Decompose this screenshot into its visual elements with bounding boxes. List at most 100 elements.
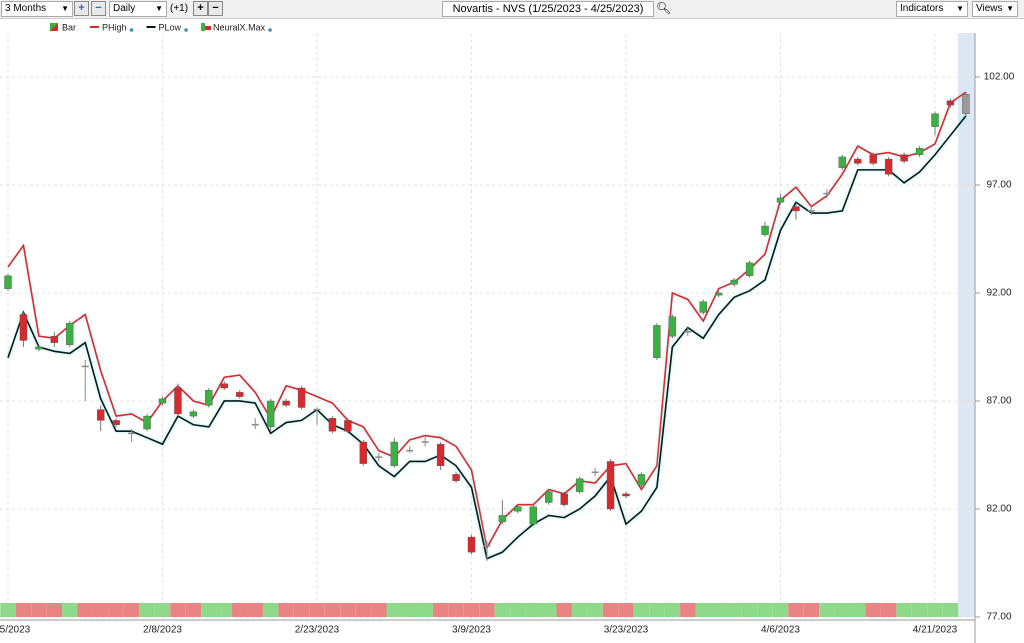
signal-cell bbox=[571, 603, 588, 617]
candle-body bbox=[50, 335, 59, 343]
candle-body bbox=[436, 443, 445, 466]
interval-select[interactable]: Daily ▼ bbox=[109, 1, 167, 17]
signal-cell bbox=[618, 603, 634, 617]
interval-text: Daily bbox=[113, 3, 136, 14]
signal-cell bbox=[262, 603, 279, 617]
offset-plus[interactable]: + bbox=[193, 1, 208, 16]
candle-body bbox=[575, 478, 584, 492]
signal-cell bbox=[123, 603, 140, 617]
signal-cell bbox=[710, 603, 727, 617]
signal-cell bbox=[185, 603, 202, 617]
candle-body bbox=[112, 420, 120, 425]
current-bar-highlight bbox=[958, 33, 975, 617]
candle-body bbox=[606, 461, 615, 510]
signal-cell bbox=[201, 603, 217, 617]
indicators-text: Indicators bbox=[900, 3, 944, 14]
symbol-box[interactable]: Novartis - NVS (1/25/2023 - 4/25/2023) bbox=[442, 1, 654, 17]
signal-cell bbox=[927, 603, 943, 617]
signal-cell bbox=[649, 603, 665, 617]
signal-cell bbox=[170, 603, 186, 617]
offset: (+1) bbox=[170, 3, 189, 14]
candle-body bbox=[761, 225, 769, 235]
signal-cell bbox=[448, 603, 464, 617]
signal-cell bbox=[695, 603, 711, 617]
views-select[interactable]: Views ▼ bbox=[972, 1, 1018, 17]
candle-body bbox=[560, 493, 568, 505]
candle-body bbox=[807, 210, 815, 212]
x-tick-label: 3/23/2023 bbox=[604, 625, 649, 636]
candle-body bbox=[869, 154, 877, 164]
candle-body bbox=[854, 158, 862, 164]
candle-body bbox=[637, 474, 646, 486]
candle-body bbox=[776, 197, 785, 203]
candle-body bbox=[4, 275, 12, 289]
signal-cell bbox=[309, 603, 325, 617]
search-icon[interactable]: 🔍︎ bbox=[656, 1, 672, 15]
signal-cell bbox=[46, 603, 63, 617]
candle-body bbox=[668, 316, 677, 337]
candle-body bbox=[158, 398, 167, 404]
candle-body bbox=[189, 411, 198, 417]
x-tick-label: 2/23/2023 bbox=[295, 625, 340, 636]
candle-body bbox=[823, 192, 831, 195]
candle-body bbox=[730, 279, 738, 285]
signal-cell bbox=[664, 603, 681, 617]
signal-cell bbox=[633, 603, 650, 617]
y-tick-label: 97.00 bbox=[986, 180, 1011, 191]
candle-body bbox=[884, 158, 893, 175]
signal-cell bbox=[525, 603, 542, 617]
signal-cell bbox=[911, 603, 928, 617]
signal-cell bbox=[757, 603, 773, 617]
signal-cell bbox=[386, 603, 402, 617]
signal-cell bbox=[154, 603, 171, 617]
signal-cell bbox=[896, 603, 912, 617]
signal-cell bbox=[15, 603, 32, 617]
candle-body bbox=[931, 113, 939, 127]
signal-cell bbox=[741, 603, 758, 617]
candle-body bbox=[715, 292, 723, 296]
signal-cell bbox=[432, 603, 449, 617]
indicators-select[interactable]: Indicators ▼ bbox=[896, 1, 968, 17]
signal-cell bbox=[602, 603, 619, 617]
candle-body bbox=[375, 456, 383, 458]
signal-cell bbox=[680, 603, 696, 617]
candle-body bbox=[205, 389, 213, 406]
candle-body bbox=[900, 154, 908, 162]
offset-minus[interactable]: − bbox=[208, 1, 223, 16]
legend-swatch bbox=[50, 23, 58, 31]
indicator-line bbox=[7, 115, 967, 560]
zoom-out[interactable]: − bbox=[91, 1, 106, 16]
candle-body bbox=[282, 400, 290, 406]
period-text: 3 Months bbox=[5, 3, 47, 14]
signal-cell bbox=[494, 603, 511, 617]
signal-cell bbox=[216, 603, 233, 617]
legend-dot bbox=[268, 28, 272, 32]
candle-body bbox=[792, 206, 800, 212]
candle-body bbox=[498, 515, 507, 523]
signal-cell bbox=[324, 603, 341, 617]
candle-body bbox=[452, 474, 460, 482]
candle-body bbox=[421, 441, 429, 443]
candle-body bbox=[962, 94, 970, 114]
zoom-in[interactable]: + bbox=[74, 1, 89, 16]
candle-body bbox=[251, 423, 259, 426]
legend-swatch bbox=[201, 23, 206, 31]
legend-label: NeuralX.Max bbox=[213, 22, 266, 32]
candle-body bbox=[297, 387, 306, 408]
signal-cell bbox=[139, 603, 155, 617]
candle-body bbox=[467, 536, 476, 553]
signal-cell bbox=[865, 603, 881, 617]
legend-label: Bar bbox=[62, 22, 76, 32]
signal-cell bbox=[942, 603, 959, 617]
candle-body bbox=[946, 100, 955, 106]
legend: Bar PHigh PLow NeuralX.Max bbox=[50, 22, 272, 32]
candle-body bbox=[81, 365, 89, 368]
signal-cell bbox=[31, 603, 47, 617]
x-tick-label: 4/21/2023 bbox=[913, 625, 958, 636]
y-tick-label: 87.00 bbox=[986, 396, 1011, 407]
legend-label: PLow bbox=[159, 22, 182, 32]
y-tick-label: 102.00 bbox=[984, 72, 1015, 83]
period-select[interactable]: 3 Months ▼ bbox=[1, 1, 73, 17]
candle-body bbox=[529, 506, 537, 525]
